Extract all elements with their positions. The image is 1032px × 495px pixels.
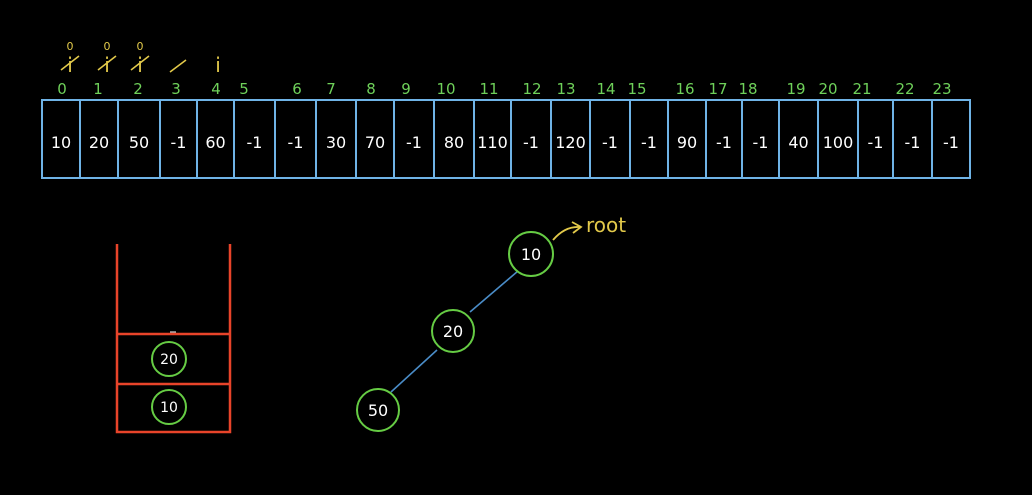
array-cell-value: -1	[406, 133, 422, 152]
array-index-label: 4	[211, 80, 221, 98]
array-cell-value: -1	[905, 133, 921, 152]
array-cell-value: 110	[477, 133, 508, 152]
array-index-label: 13	[556, 80, 575, 98]
array-cell-value: 30	[326, 133, 346, 152]
array-index-label: 2	[133, 80, 143, 98]
pointer-zero-mark: 0	[104, 40, 111, 53]
root-label: root	[586, 213, 626, 237]
root-arrow-head-icon	[571, 221, 583, 234]
root-arrow	[552, 226, 581, 241]
pointer-strike-mark	[97, 55, 117, 71]
array-index-label: 12	[522, 80, 541, 98]
tree-node-label: 10	[521, 245, 541, 264]
array-index-label: 18	[738, 80, 757, 98]
tree-node-circle	[508, 231, 554, 277]
array-cells: 10 20 50 -1 60 -1 -1 30 70 -1 80 110 -1 120 -1 -1 90 -1 -1…	[51, 101, 959, 177]
array-cell-value: -1	[247, 133, 263, 152]
array-index-label: 1	[93, 80, 103, 98]
array-cell-value: -1	[753, 133, 769, 152]
array-index-label: 20	[818, 80, 837, 98]
array-cell-value: 80	[444, 133, 464, 152]
array-index-label: 14	[596, 80, 615, 98]
array-cell-value: -1	[523, 133, 539, 152]
array-cell-value: -1	[171, 133, 187, 152]
tree-node-label: 20	[443, 322, 463, 341]
stack-item-circle	[151, 341, 187, 377]
stack-item-circle	[151, 389, 187, 425]
array: 10 20 50 -1 60 -1 -1 30 70 -1 80 110 -1 120 -1 -1 90 -1 -1…	[41, 80, 971, 179]
pointer-zero-mark: 0	[137, 40, 144, 53]
array-index-label: 19	[786, 80, 805, 98]
tree-node-circle	[356, 388, 400, 432]
pointer-strike-mark	[169, 59, 187, 73]
array-cell-value: 90	[677, 133, 697, 152]
array-cell-value: -1	[602, 133, 618, 152]
tree-node-label: 50	[368, 401, 388, 420]
array-index-label: 22	[895, 80, 914, 98]
pointer-zero-mark: 0	[67, 40, 74, 53]
pointer-strike-mark	[130, 55, 150, 71]
tree-edge-10-20	[469, 270, 519, 313]
array-index-label: 21	[852, 80, 871, 98]
stack-item-label: 20	[160, 352, 178, 368]
array-index-label: 15	[627, 80, 646, 98]
array-cell-value: 100	[823, 133, 854, 152]
array-cell-value: 20	[89, 133, 109, 152]
array-cell-value: -1	[868, 133, 884, 152]
tree: 10 20 50 root	[356, 213, 626, 432]
pointer-strike-mark	[60, 55, 80, 71]
array-index-label: 6	[292, 80, 302, 98]
pointer-mark: i	[104, 53, 110, 77]
array-cell-value: -1	[716, 133, 732, 152]
array-cell-value: 70	[365, 133, 385, 152]
array-index-label: 0	[57, 80, 67, 98]
array-index-label: 16	[675, 80, 694, 98]
array-cell-value: -1	[943, 133, 959, 152]
pointer-mark: i	[137, 53, 143, 77]
array-index-label: 7	[326, 80, 336, 98]
array-index-label: 8	[366, 80, 376, 98]
array-index-label: 3	[171, 80, 181, 98]
array-cell-value: 50	[129, 133, 149, 152]
array-index-label: 23	[932, 80, 951, 98]
pointer-mark: i	[67, 53, 73, 77]
array-cell-value: 10	[51, 133, 71, 152]
pointer-mark: i	[215, 53, 221, 77]
tree-nodes: 10 20 50	[356, 231, 554, 432]
array-cell-value: 120	[555, 133, 586, 152]
tree-node-circle	[431, 309, 475, 353]
array-index-label: 5	[239, 80, 249, 98]
array-frame	[41, 99, 971, 179]
array-indices: 0 1 2 3 4 5 6 7 8 9 10 11 12 13 14 15 16 17 18 19 20 21 22 23	[57, 80, 951, 98]
array-index-label: 17	[708, 80, 727, 98]
array-index-label: 9	[401, 80, 411, 98]
array-cell-value: 40	[788, 133, 808, 152]
array-index-label: 10	[436, 80, 455, 98]
stack-item-label: 10	[160, 400, 178, 416]
array-cell-value: -1	[641, 133, 657, 152]
stack-container	[115, 244, 232, 434]
tree-edge-20-50	[390, 349, 438, 393]
array-cell-value: 60	[205, 133, 225, 152]
array-index-label: 11	[479, 80, 498, 98]
array-cell-value: -1	[288, 133, 304, 152]
